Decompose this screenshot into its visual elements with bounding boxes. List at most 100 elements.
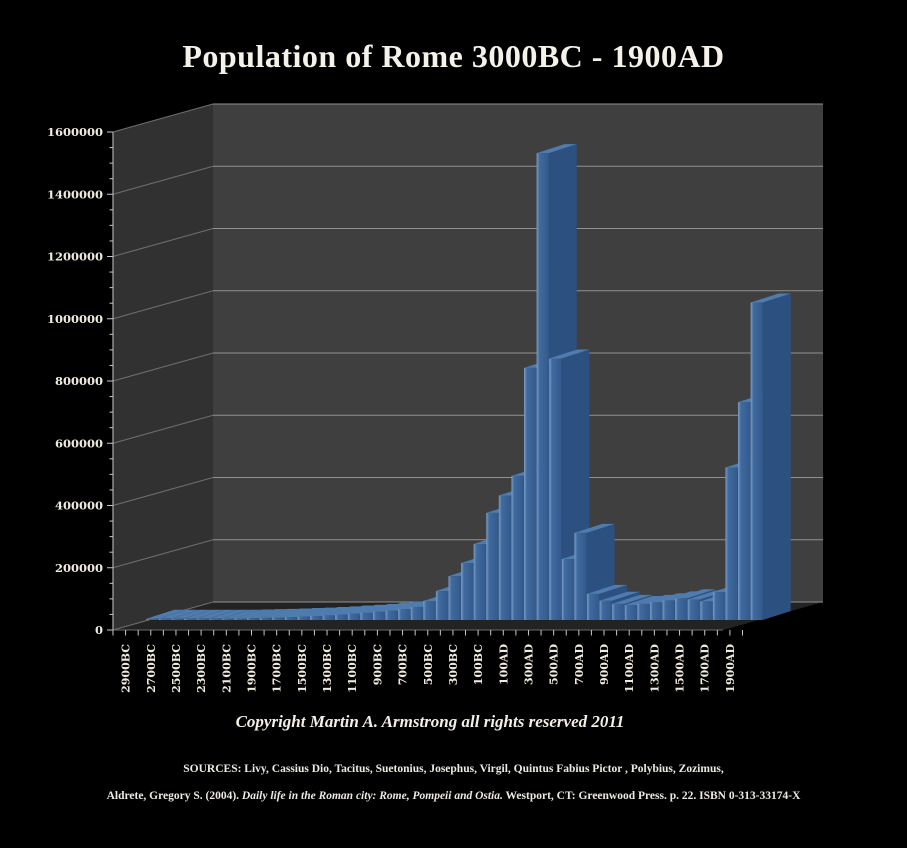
x-axis-tick-label: 2900BC (120, 644, 133, 693)
bar-top-face (347, 604, 388, 614)
bar-front-face (461, 563, 474, 620)
bar-front-face (448, 576, 461, 620)
x-axis-tick-label: 1900AD (724, 644, 737, 693)
bar-front-face (297, 616, 310, 620)
y-axis-tick-label: 1600000 (47, 125, 103, 139)
bar-front-face (486, 512, 499, 620)
bar-top-face (196, 609, 237, 619)
y-axis-tick-label: 1000000 (47, 312, 103, 326)
x-axis-tick-label: 900AD (598, 644, 611, 685)
bar-top-face (158, 609, 199, 619)
bar-front-face (234, 618, 247, 620)
bar-front-face (309, 615, 323, 620)
bar-front-face (322, 615, 335, 620)
x-axis-tick-label: 300AD (522, 644, 535, 685)
bar-top-face (297, 607, 338, 617)
bar-front-face (586, 593, 600, 620)
bar-front-face (511, 475, 524, 620)
bar-front-face (196, 618, 209, 620)
bar-top-face (750, 293, 791, 303)
x-axis-tick-label: 700AD (573, 644, 586, 685)
bar-front-face (209, 618, 222, 620)
bar-top-face (259, 608, 300, 618)
x-axis-tick-label: 100AD (497, 644, 510, 685)
bar-front-face (347, 613, 360, 620)
x-axis-tick-label: 2300BC (195, 644, 208, 693)
x-axis-tick-label: 1500BC (296, 644, 309, 693)
x-axis-tick-label: 1300AD (648, 644, 661, 693)
bar-front-face (536, 153, 549, 620)
bar-1900AD (750, 293, 791, 620)
gridline-side (112, 477, 214, 506)
y-axis-tick-label: 800000 (55, 374, 103, 388)
x-axis-tick-label: 1700BC (271, 644, 284, 693)
bar-front-face (675, 598, 688, 620)
bar-front-face (423, 601, 436, 620)
bar-top-face (574, 523, 615, 533)
bar-front-face (435, 591, 448, 620)
gridline-side (112, 539, 214, 569)
sources-line-2-prefix: Aldrete, Gregory S. (2004). (106, 790, 242, 802)
sources-line-2-suffix: Westport, CT: Greenwood Press. p. 22. IS… (502, 790, 801, 802)
bar-top-face (322, 606, 363, 616)
bar-top-face (184, 609, 225, 619)
bar-front-face (360, 612, 373, 620)
bar-front-face (398, 609, 411, 620)
bar-top-face (146, 609, 187, 619)
bar-top-face (675, 589, 716, 599)
copyright-text: Copyright Martin A. Armstrong all rights… (235, 712, 625, 731)
y-axis-tick-label: 1200000 (47, 250, 103, 264)
bar-top-face (612, 594, 653, 604)
gridline-side (112, 290, 214, 320)
bar-front-face (372, 611, 386, 620)
bar-front-face (624, 605, 637, 620)
gridline-side (112, 352, 214, 382)
bar-front-face (700, 601, 713, 620)
y-axis-tick-label: 600000 (55, 436, 103, 450)
bar-front-face (574, 532, 587, 620)
bar-front-face (662, 600, 675, 620)
bar-front-face (385, 610, 398, 620)
bar-top-face (272, 608, 313, 618)
bar-front-face (738, 402, 751, 620)
bar-top-face (221, 609, 262, 619)
x-axis-tick-label: 100BC (472, 644, 485, 685)
x-axis-tick-label: 900BC (371, 644, 384, 685)
gridline-side (112, 103, 214, 133)
bar-top-face (536, 144, 577, 154)
bar-top-face (234, 609, 275, 619)
x-axis-tick-label: 1900BC (245, 644, 258, 693)
bar-front-face (687, 599, 700, 620)
bar-front-face (549, 358, 562, 620)
bar-top-face (372, 602, 414, 612)
bar-top-face (284, 608, 325, 618)
bar-front-face (498, 495, 511, 620)
bar-top-face (586, 584, 628, 594)
bar-front-face (612, 603, 625, 620)
bar-front-face (524, 367, 537, 620)
sources-line-2: Aldrete, Gregory S. (2004). Daily life i… (0, 790, 907, 802)
x-axis-tick-label: 500BC (422, 644, 435, 685)
x-axis-tick-label: 1100BC (346, 644, 359, 693)
bar-front-face (637, 603, 650, 620)
x-axis-tick-label: 1100AD (623, 644, 636, 693)
x-axis-tick-label: 2700BC (145, 644, 158, 693)
bar-front-face (146, 618, 159, 620)
bar-front-face (410, 606, 423, 620)
bar-top-face (335, 605, 376, 615)
bar-top-face (209, 609, 250, 619)
chart-title: Population of Rome 3000BC - 1900AD (182, 38, 725, 74)
sources-line-1: SOURCES: Livy, Cassius Dio, Tacitus, Sue… (183, 763, 724, 775)
bar-front-face (599, 600, 612, 620)
bar-top-face (247, 609, 288, 619)
x-axis-tick-label: 300BC (447, 644, 460, 685)
bar-front-face (184, 618, 197, 620)
bar-front-face (247, 618, 260, 620)
y-axis-tick-label: 1400000 (47, 187, 103, 201)
x-axis-tick-label: 2100BC (220, 644, 233, 693)
bar-top-face (171, 609, 212, 619)
bar-front-face (171, 618, 184, 620)
